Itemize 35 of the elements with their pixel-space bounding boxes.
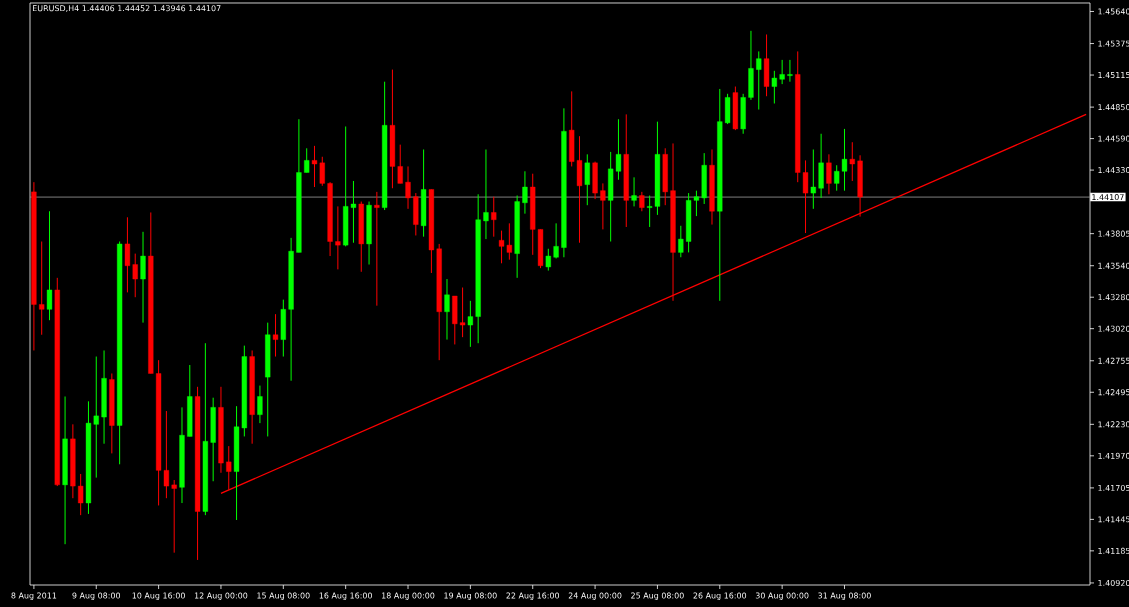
candlestick: [756, 50, 762, 111]
candlestick: [304, 147, 310, 173]
candlestick: [46, 210, 53, 321]
candlestick: [639, 191, 645, 212]
candlestick: [600, 182, 606, 230]
candlestick: [374, 191, 380, 307]
candlestick: [483, 149, 489, 240]
candlestick: [257, 385, 263, 424]
candlestick: [140, 231, 146, 324]
candlestick: [467, 300, 473, 348]
candlestick: [491, 196, 497, 238]
candlestick: [771, 70, 777, 104]
candlestick: [124, 216, 131, 293]
candlestick: [444, 278, 450, 341]
candlestick: [826, 153, 832, 195]
candlestick: [397, 144, 403, 184]
candlestick: [272, 313, 279, 358]
candlestick: [787, 59, 793, 83]
candlestick: [584, 153, 590, 206]
candlestick: [226, 445, 232, 491]
candlestick: [849, 141, 855, 182]
candlestick: [553, 222, 559, 259]
candlestick: [132, 253, 138, 298]
candlestick: [78, 473, 84, 516]
candlestick: [631, 176, 637, 207]
candlestick: [678, 225, 684, 258]
candlestick: [459, 287, 466, 338]
candlestick: [522, 170, 528, 215]
candlestick: [810, 149, 816, 210]
candlestick: [779, 59, 785, 85]
candlestick: [39, 241, 45, 336]
candlestick: [335, 205, 341, 270]
candlestick: [405, 165, 411, 210]
candlestick: [545, 248, 551, 272]
candlestick: [171, 479, 177, 554]
